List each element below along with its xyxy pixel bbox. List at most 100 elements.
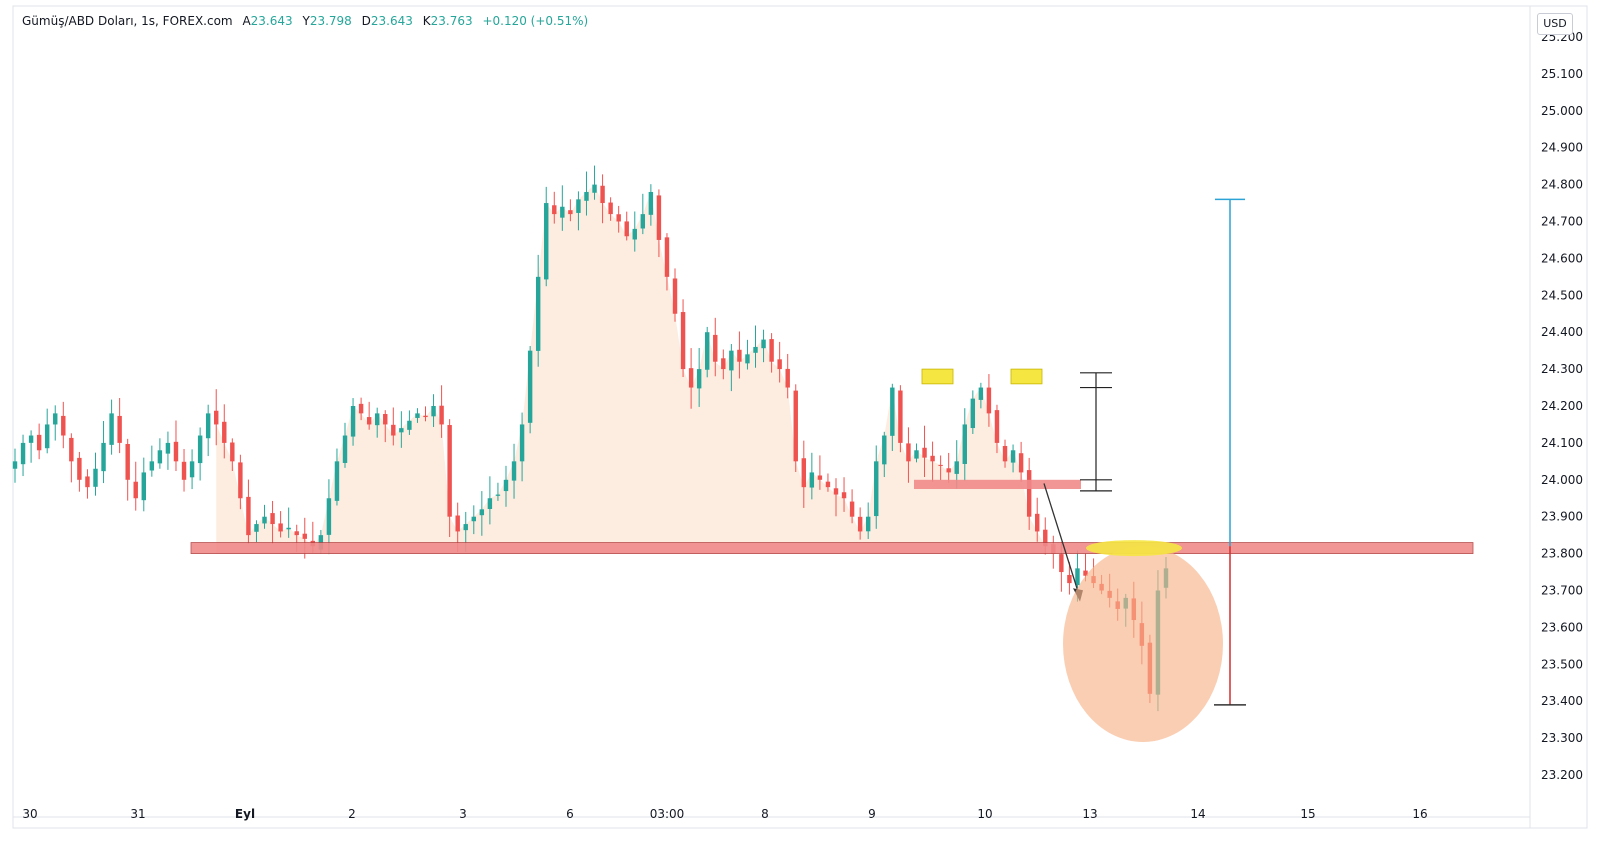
candle-body [954, 461, 959, 474]
candle [254, 520, 259, 543]
candle-body [141, 472, 146, 501]
candle [865, 502, 871, 539]
candle [874, 445, 879, 529]
time-tick-label[interactable]: 16 [1412, 807, 1427, 821]
symbol-legend: Gümüş/ABD Doları, 1s, FOREX.com A23.643 … [22, 14, 588, 28]
candle-body [930, 455, 935, 462]
price-tick-label: 24.800 [1541, 178, 1583, 192]
candle [994, 404, 1000, 454]
candle-body [865, 516, 871, 532]
time-tick-label[interactable]: 6 [566, 807, 574, 821]
time-tick-label[interactable]: 13 [1082, 807, 1097, 821]
candle-body [882, 435, 887, 465]
candle [447, 419, 452, 537]
candle [101, 421, 106, 484]
candle [535, 254, 541, 367]
candle-body [69, 437, 74, 462]
top-marker-2[interactable] [1010, 368, 1043, 385]
time-tick-label[interactable]: 2 [348, 807, 356, 821]
retest-circle[interactable] [1063, 546, 1223, 743]
candle-body [61, 415, 66, 436]
time-tick-label[interactable]: 14 [1190, 807, 1205, 821]
candle [680, 299, 686, 378]
candle-body [688, 368, 694, 388]
time-axis[interactable]: 30 31 Eyl 2 3 6 03:00 8 9 10 13 14 15 16 [22, 807, 1427, 821]
candle [519, 412, 525, 482]
candle [189, 449, 195, 490]
candle [28, 430, 34, 463]
candle [93, 452, 98, 496]
open-value: 23.643 [250, 14, 293, 28]
close-label: K [422, 14, 431, 28]
time-tick-label[interactable]: 31 [130, 807, 145, 821]
candle [777, 341, 782, 383]
symbol-title[interactable]: Gümüş/ABD Doları, 1s, FOREX.com [22, 14, 233, 28]
candle-body [503, 479, 509, 492]
candle-body [970, 398, 976, 429]
candle [44, 408, 50, 454]
candle [986, 374, 992, 427]
currency-button[interactable]: USD [1537, 13, 1573, 35]
candle-body [230, 442, 235, 462]
candle [793, 384, 798, 473]
candle [133, 461, 138, 511]
time-tick-label[interactable]: Eyl [235, 807, 255, 821]
time-tick-label[interactable]: 10 [977, 807, 992, 821]
candle [560, 185, 565, 231]
candle [1067, 562, 1072, 595]
candle [487, 476, 493, 525]
time-tick-label[interactable]: 3 [459, 807, 467, 821]
candle [383, 410, 388, 443]
candle-body [28, 435, 34, 443]
time-tick-label[interactable]: 8 [761, 807, 769, 821]
candle-body [978, 387, 984, 400]
candle [222, 404, 227, 459]
candle [753, 325, 758, 368]
candle [358, 397, 364, 421]
candle-body [986, 387, 992, 414]
candle-body [1059, 554, 1064, 573]
candle [825, 473, 831, 492]
candle [809, 452, 815, 500]
candle-body [849, 501, 855, 517]
candle-body [246, 496, 251, 536]
breakdown-arrow[interactable] [1043, 483, 1081, 599]
candle [656, 189, 662, 258]
time-tick-label[interactable]: 9 [868, 807, 876, 821]
candle-body [286, 527, 291, 530]
candle-body [165, 442, 171, 454]
top-marker-1[interactable] [921, 368, 954, 385]
candle [374, 407, 380, 438]
price-tick-label: 23.900 [1541, 510, 1583, 524]
candle-body [713, 334, 718, 362]
candle [713, 317, 718, 377]
change-value: +0.120 (+0.51%) [482, 14, 589, 28]
candle-body [656, 195, 662, 240]
candle [439, 385, 444, 438]
candle-body [511, 461, 517, 481]
candle [278, 511, 283, 538]
candle-body [729, 350, 734, 371]
time-tick-label[interactable]: 03:00 [650, 807, 685, 821]
candle [181, 448, 187, 492]
price-axis: 25.20025.10025.00024.90024.80024.70024.6… [1541, 30, 1583, 782]
support-zone[interactable] [190, 542, 1474, 555]
candle-body [664, 237, 670, 277]
time-tick-label[interactable]: 30 [22, 807, 37, 821]
candle-body [117, 415, 122, 443]
area-fill [216, 184, 1046, 554]
neckline-zone[interactable] [914, 479, 1081, 490]
candle-body [463, 524, 468, 531]
price-tick-label: 24.100 [1541, 436, 1583, 450]
time-tick-label[interactable]: 15 [1300, 807, 1315, 821]
candle-body [640, 214, 646, 229]
candle [962, 408, 967, 481]
candle-body [157, 450, 163, 464]
candle-body [302, 533, 307, 539]
candle-body [632, 228, 637, 240]
retest-highlight[interactable] [1086, 540, 1182, 557]
candle [1026, 457, 1032, 530]
candle [125, 438, 130, 501]
price-tick-label: 24.400 [1541, 325, 1583, 339]
